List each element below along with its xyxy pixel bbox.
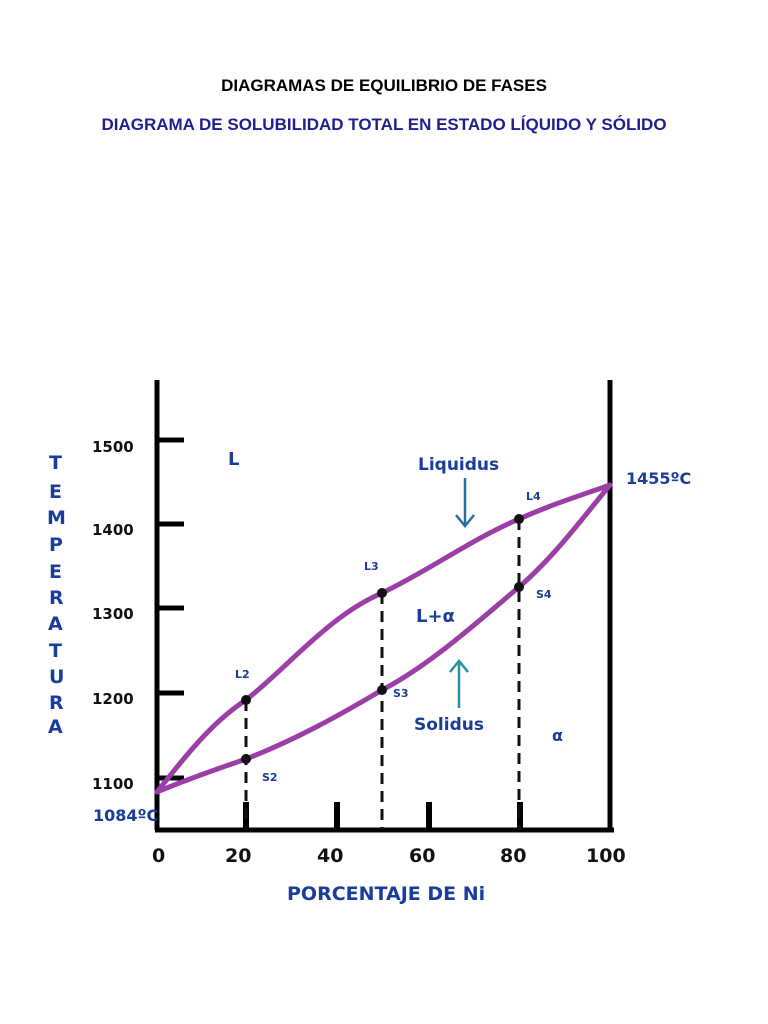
- svg-text:T: T: [49, 640, 62, 662]
- cu-melting-point-label: 1084ºC: [93, 806, 158, 825]
- liquidus-label: Liquidus: [418, 455, 499, 475]
- region-label-liquid: L: [228, 449, 239, 470]
- svg-text:60: 60: [409, 845, 435, 867]
- svg-text:1200: 1200: [92, 690, 134, 708]
- page-title: DIAGRAMAS DE EQUILIBRIO DE FASES: [221, 76, 547, 95]
- svg-text:P: P: [49, 534, 63, 556]
- svg-text:A: A: [48, 613, 63, 635]
- svg-text:1400: 1400: [92, 521, 134, 539]
- region-label-alpha: α: [552, 726, 563, 745]
- svg-text:E: E: [49, 481, 62, 503]
- solidus-arrow-icon: [449, 659, 469, 708]
- liquidus-arrow-icon: [455, 478, 475, 528]
- x-tick-labels: 0 20 40 60 80 100: [152, 845, 626, 867]
- liquidus-curve: [154, 482, 613, 795]
- svg-text:E: E: [49, 561, 62, 583]
- svg-text:M: M: [47, 507, 66, 529]
- solidus-label: Solidus: [414, 715, 484, 735]
- solidus-curve: [154, 482, 613, 795]
- y-axis-label: T E M P E R A T U R A: [47, 452, 66, 738]
- y-tick-labels: 1500 1400 1300 1200 1100: [92, 438, 134, 793]
- svg-text:S2: S2: [262, 771, 278, 784]
- svg-text:L2: L2: [235, 668, 250, 681]
- svg-text:A: A: [48, 716, 63, 738]
- svg-text:S4: S4: [536, 588, 552, 601]
- svg-text:1500: 1500: [92, 438, 134, 456]
- diagram-subtitle: DIAGRAMA DE SOLUBILIDAD TOTAL EN ESTADO …: [101, 115, 667, 134]
- x-axis-label: PORCENTAJE DE Ni: [287, 883, 485, 905]
- point-labels: L2 S2 L3 S3 L4 S4: [235, 490, 552, 784]
- svg-text:1100: 1100: [92, 775, 134, 793]
- svg-text:L3: L3: [364, 560, 379, 573]
- svg-text:U: U: [49, 666, 64, 688]
- svg-text:L4: L4: [526, 490, 541, 503]
- svg-text:40: 40: [317, 845, 343, 867]
- ni-melting-point-label: 1455ºC: [626, 469, 691, 488]
- curves: [154, 482, 613, 795]
- svg-text:0: 0: [152, 845, 165, 867]
- svg-text:T: T: [49, 452, 62, 474]
- svg-text:S3: S3: [393, 687, 409, 700]
- svg-text:1300: 1300: [92, 605, 134, 623]
- region-label-two-phase: L+α: [416, 606, 455, 627]
- svg-text:80: 80: [500, 845, 526, 867]
- svg-text:R: R: [49, 587, 64, 609]
- point-markers: [241, 514, 524, 764]
- svg-text:R: R: [49, 692, 64, 714]
- svg-text:20: 20: [225, 845, 251, 867]
- svg-text:100: 100: [586, 845, 626, 867]
- tie-lines: [244, 519, 521, 830]
- axes: [154, 380, 614, 833]
